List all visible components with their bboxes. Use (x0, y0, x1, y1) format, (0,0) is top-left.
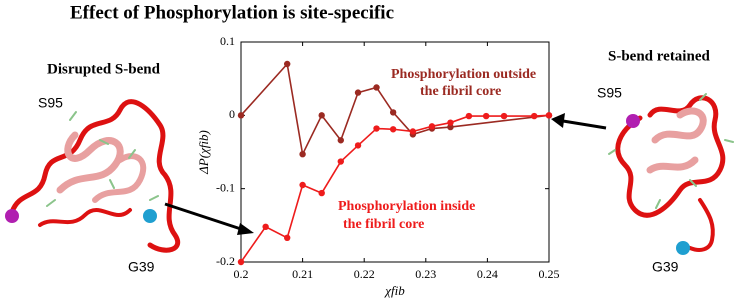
data-point (299, 151, 306, 158)
data-point (447, 123, 454, 131)
data-point (318, 189, 325, 197)
x-tick-label: 0.22 (354, 267, 375, 281)
data-point (237, 258, 245, 266)
y-tick-label: -0.2 (216, 254, 235, 268)
annotation: Phosphorylation inside (338, 199, 475, 214)
annotation: the fibril core (343, 217, 424, 232)
data-point (409, 128, 417, 135)
data-point (500, 112, 508, 120)
panel-title: Disrupted S-bend (47, 61, 161, 77)
figure-title: Effect of Phosphorylation is site-specif… (70, 2, 394, 23)
data-point (373, 84, 380, 91)
y-axis-label: ΔP(χfib) (196, 130, 211, 175)
plot: 0.2 0.21 0.22 0.23 0.24 0.25 -0.2 -0.1 0 0.1 χfib Δ… (196, 34, 560, 298)
data-point (299, 181, 306, 189)
data-point (465, 112, 473, 120)
protein-right (608, 93, 734, 255)
annotation: Phosphorylation outside (391, 67, 536, 82)
residue-label: S95 (38, 95, 63, 111)
x-tick-label: 0.2 (234, 267, 249, 281)
data-point (531, 112, 538, 120)
y-tick-label: -0.1 (216, 180, 235, 194)
residue-label: G39 (652, 259, 679, 275)
data-point (354, 142, 362, 149)
data-point (447, 119, 454, 126)
arrows (164, 113, 607, 235)
panel-title: S-bend retained (608, 48, 710, 64)
protein-left (5, 99, 180, 253)
data-point (373, 125, 380, 132)
x-tick-label: 0.23 (415, 267, 436, 281)
data-point (337, 137, 344, 144)
y-tick-label: 0.1 (220, 34, 235, 48)
plot-frame (240, 41, 550, 263)
data-point (337, 158, 344, 165)
x-axis-label: χfib (383, 283, 405, 298)
data-point (284, 60, 291, 68)
data-point (318, 112, 325, 119)
data-point (482, 112, 490, 120)
y-tick-label: 0 (229, 107, 235, 121)
x-tick-label: 0.21 (292, 267, 313, 281)
data-point (389, 126, 397, 133)
x-tick-label: 0.25 (539, 267, 560, 281)
data-point (237, 112, 245, 119)
data-point (545, 112, 553, 119)
annotation: the fibril core (420, 84, 501, 99)
data-point (354, 89, 362, 96)
residue-label: S95 (597, 85, 622, 101)
data-point (284, 234, 291, 241)
residue-label: G39 (128, 259, 155, 275)
data-point (428, 123, 436, 130)
data-point (262, 223, 269, 230)
data-point (389, 109, 397, 116)
x-tick-label: 0.24 (477, 267, 498, 281)
